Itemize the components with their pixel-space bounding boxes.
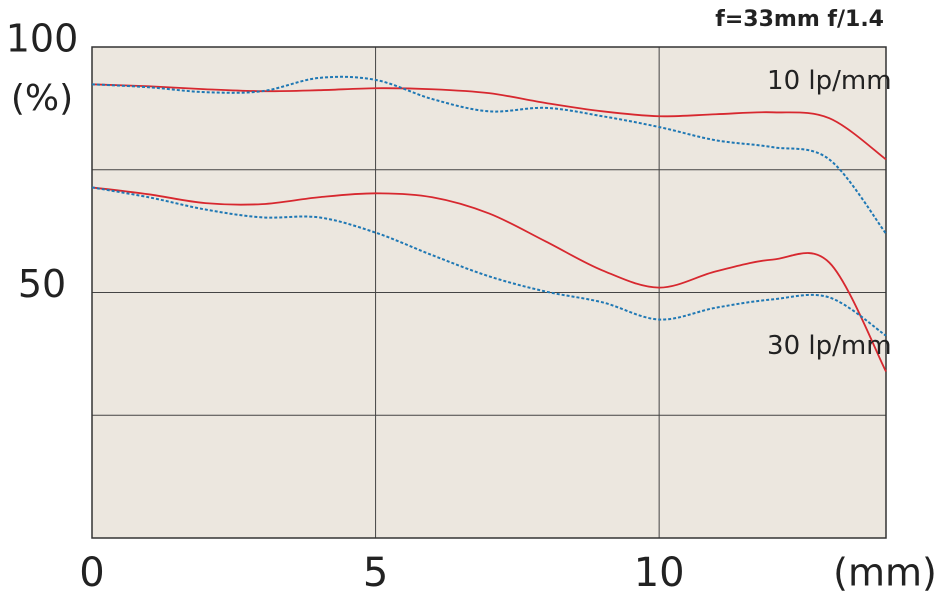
series-line: [91, 186, 887, 337]
x-tick-label: 0: [79, 550, 104, 596]
annotation: 30 lp/mm: [767, 331, 892, 361]
series-line: [91, 186, 887, 372]
annotation: 10 lp/mm: [767, 66, 892, 96]
series-line: [91, 75, 887, 235]
y-tick-label: 100: [6, 17, 79, 61]
plot-border: [91, 46, 887, 539]
x-axis-label: (mm): [833, 551, 937, 595]
x-tick-label: 10: [634, 550, 685, 596]
chart-title: f=33mm f/1.4: [715, 7, 884, 32]
x-tick-label: 5: [363, 550, 388, 596]
series-line: [91, 83, 887, 161]
y-tick-label: 50: [18, 262, 66, 306]
y-axis-label: (%): [11, 78, 73, 119]
